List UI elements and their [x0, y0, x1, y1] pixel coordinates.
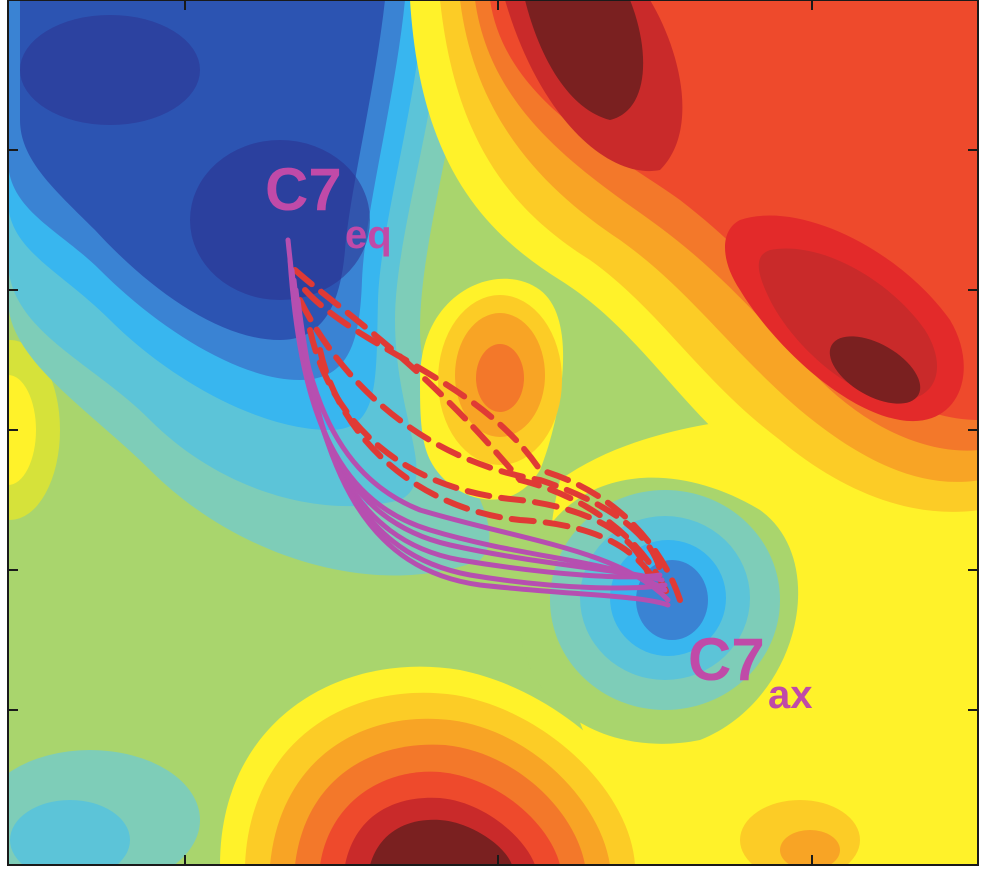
dashed-path-5: [317, 347, 663, 593]
solid-path-6: [295, 297, 671, 608]
dashed-path-3: [297, 297, 663, 573]
axis-ticks: [8, 0, 978, 865]
state-label-c7eq-sub: eq: [345, 213, 392, 257]
dashed-transition-paths: [292, 267, 683, 603]
state-label-c7ax-main: C7: [688, 626, 765, 693]
state-label-c7ax-sub: ax: [768, 673, 813, 717]
state-label-c7eq-main: C7: [265, 156, 342, 223]
plot-frame: [7, 0, 979, 866]
dashed-path-2: [302, 287, 683, 603]
solid-transition-paths: [285, 237, 671, 608]
state-label-c7ax: C7 ax: [688, 626, 813, 717]
contour-lower-hill: [220, 666, 660, 865]
state-label-c7eq: C7 eq: [265, 156, 392, 257]
contour-blue-basin: [8, 0, 490, 576]
contour-red-ridge: [410, 0, 978, 546]
